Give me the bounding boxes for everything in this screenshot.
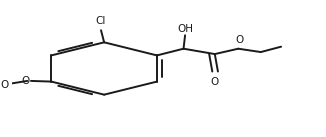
Text: OH: OH — [177, 24, 193, 34]
Text: O: O — [1, 80, 9, 90]
Text: O: O — [211, 77, 219, 87]
Text: Cl: Cl — [96, 16, 106, 26]
Text: O: O — [21, 76, 29, 86]
Text: O: O — [236, 35, 244, 45]
